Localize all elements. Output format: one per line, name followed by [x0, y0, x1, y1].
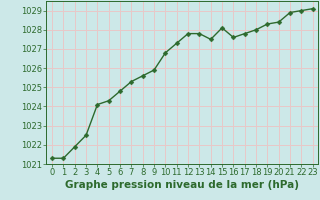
X-axis label: Graphe pression niveau de la mer (hPa): Graphe pression niveau de la mer (hPa) [65, 180, 300, 190]
